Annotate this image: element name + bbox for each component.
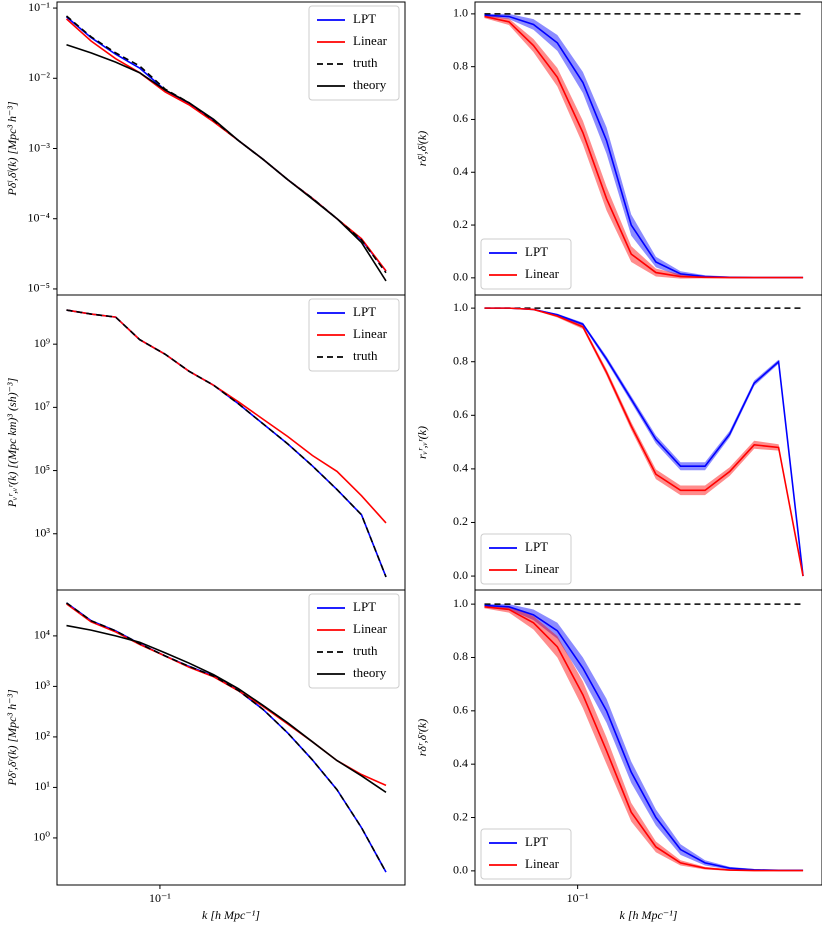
y-tick-label: 0.6 [453, 703, 468, 717]
y-tick-label: 10⁻⁵ [27, 281, 50, 295]
panel: 0.0 0.2 0.4 0.6 0.8 1.0 rδˡ,δˡ(k) LPT Linear [415, 1, 822, 296]
legend: LPT Linear [480, 533, 572, 585]
legend: LPT Linear truth theory [308, 5, 400, 101]
y-tick-label: 10² [34, 729, 50, 743]
series-line [66, 44, 387, 282]
y-tick-label: 10¹ [34, 779, 50, 793]
y-axis-label: rᵥʳ,ᵥʳ(k) [415, 426, 429, 459]
y-tick-label: 10³ [34, 678, 50, 692]
y-tick-label: 10⁴ [34, 628, 50, 642]
legend-label: LPT [525, 244, 548, 259]
series-line [484, 604, 804, 872]
y-tick-label: 10⁻⁴ [27, 210, 50, 224]
y-tick-label: 10⁻² [28, 70, 50, 84]
plot [484, 307, 804, 577]
x-axis-label: k [h Mpc⁻¹] [620, 908, 678, 922]
y-tick-label: 0.2 [453, 217, 468, 231]
series-line [484, 15, 804, 279]
y-tick-label: 10⁹ [34, 336, 50, 350]
y-axis-label: Pδˡ,δˡ(k) [Mpc³ h⁻³] [5, 101, 19, 197]
y-axis-label: rδˡ,δˡ(k) [415, 131, 429, 166]
legend: LPT Linear truth theory [308, 593, 400, 689]
panel: 10⁻¹ 10⁻² 10⁻³ 10⁻⁴ 10⁻⁵ Pδˡ,δˡ(k) [Mpc³ h⁻³]… [5, 0, 406, 296]
panel: 10⁴ 10³ 10² 10¹ 10⁰ 10⁻¹ Pδʳ,δʳ(k) [Mpc³ h⁻³] k… [5, 589, 406, 922]
y-tick-label: 0.4 [453, 461, 468, 475]
y-tick-label: 0.2 [453, 514, 468, 528]
legend: LPT Linear [480, 828, 572, 880]
plot [484, 13, 804, 279]
panel: 0.0 0.2 0.4 0.6 0.8 1.0 10⁻¹ rδʳ,δʳ(k) k [h Mpc⁻… [415, 589, 822, 922]
plot [484, 603, 804, 872]
y-tick-label: 10⁻³ [28, 140, 50, 154]
legend-label: Linear [353, 33, 388, 48]
x-tick-label: 10⁻¹ [149, 891, 171, 905]
legend-box [480, 828, 572, 880]
y-tick-label: 10⁵ [34, 462, 50, 476]
x-tick-label: 10⁻¹ [567, 891, 589, 905]
legend-label: Linear [525, 561, 560, 576]
y-tick-label: 1.0 [453, 596, 468, 610]
legend-label: LPT [353, 599, 376, 614]
plot [65, 15, 387, 282]
legend: LPT Linear truth [308, 298, 400, 372]
plot [66, 602, 387, 873]
legend-label: Linear [353, 621, 388, 636]
y-tick-label: 10⁷ [34, 399, 50, 413]
y-tick-label: 0.8 [453, 58, 468, 72]
legend-box [308, 298, 400, 372]
legend-label: theory [353, 77, 387, 92]
series-line [66, 309, 387, 578]
y-tick-label: 10³ [34, 526, 50, 540]
y-tick-label: 0.0 [453, 270, 468, 284]
legend-label: truth [353, 55, 378, 70]
legend-label: LPT [525, 539, 548, 554]
plot [66, 309, 387, 578]
legend-label: truth [353, 348, 378, 363]
legend-box [308, 593, 400, 689]
axes-frame [56, 589, 406, 886]
series-line [66, 624, 387, 793]
legend-label: LPT [353, 11, 376, 26]
legend: LPT Linear [480, 238, 572, 290]
y-tick-label: 0.2 [453, 809, 468, 823]
panel: 10⁹ 10⁷ 10⁵ 10³ Pᵥʳ,ᵥʳ(k) [(Mpc km)³ (sh)⁻³]… [5, 294, 406, 591]
y-tick-label: 0.8 [453, 649, 468, 663]
legend-label: Linear [525, 856, 560, 871]
legend-box [308, 5, 400, 101]
legend-label: Linear [353, 326, 388, 341]
panel: 0.0 0.2 0.4 0.6 0.8 1.0 rᵥʳ,ᵥʳ(k) LPT Linear [415, 294, 822, 591]
legend-label: Linear [525, 266, 560, 281]
series-line [484, 606, 804, 872]
axes-frame [474, 589, 822, 886]
legend-label: LPT [353, 304, 376, 319]
y-tick-label: 10⁰ [33, 830, 50, 844]
y-tick-label: 0.0 [453, 863, 468, 877]
legend-label: LPT [525, 834, 548, 849]
y-tick-label: 1.0 [453, 300, 468, 314]
y-tick-label: 10⁻¹ [28, 0, 50, 14]
series-line [66, 602, 387, 873]
y-tick-label: 0.0 [453, 568, 468, 582]
y-tick-label: 0.4 [453, 756, 468, 770]
y-axis-label: rδʳ,δʳ(k) [415, 719, 429, 756]
y-axis-label: Pδʳ,δʳ(k) [Mpc³ h⁻³] [5, 689, 19, 787]
y-tick-label: 0.6 [453, 111, 468, 125]
legend-box [480, 533, 572, 585]
y-tick-label: 0.4 [453, 164, 468, 178]
legend-label: truth [353, 643, 378, 658]
y-tick-label: 0.6 [453, 407, 468, 421]
y-axis-label: Pᵥʳ,ᵥʳ(k) [(Mpc km)³ (sh)⁻³] [5, 377, 19, 508]
legend-label: theory [353, 665, 387, 680]
y-tick-label: 0.8 [453, 353, 468, 367]
legend-box [480, 238, 572, 290]
x-axis-label: k [h Mpc⁻¹] [202, 908, 260, 922]
y-tick-label: 1.0 [453, 6, 468, 20]
series-line [484, 307, 804, 577]
